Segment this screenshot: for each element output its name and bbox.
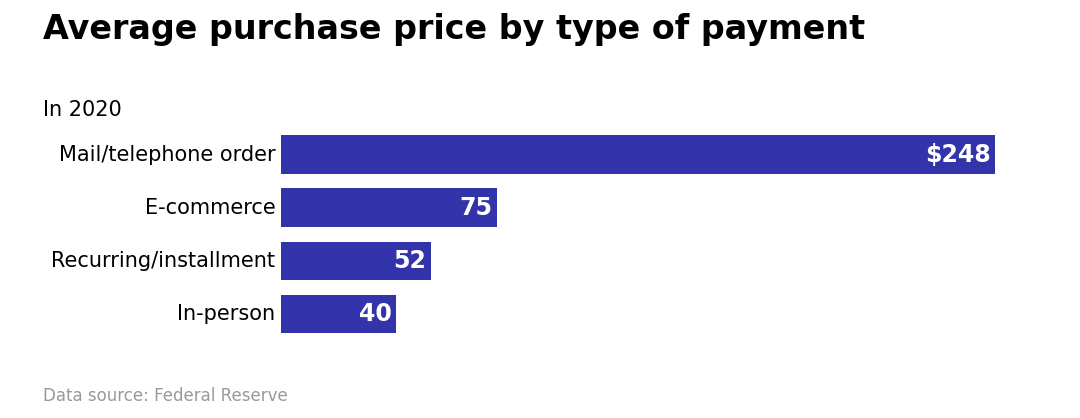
Bar	[281, 242, 431, 280]
Text: E-commerce: E-commerce	[145, 198, 275, 218]
Text: $248: $248	[924, 143, 990, 166]
Text: In-person: In-person	[177, 303, 275, 324]
Bar	[281, 135, 995, 173]
Text: 40: 40	[359, 302, 392, 326]
Text: 75: 75	[459, 196, 492, 219]
Bar	[281, 189, 497, 227]
Text: Data source: Federal Reserve: Data source: Federal Reserve	[43, 387, 288, 405]
Text: 52: 52	[393, 249, 427, 273]
Text: Recurring/installment: Recurring/installment	[52, 250, 275, 270]
Text: Average purchase price by type of payment: Average purchase price by type of paymen…	[43, 13, 865, 46]
Bar	[281, 295, 396, 333]
Text: Mail/telephone order: Mail/telephone order	[58, 145, 275, 165]
Text: In 2020: In 2020	[43, 100, 122, 120]
